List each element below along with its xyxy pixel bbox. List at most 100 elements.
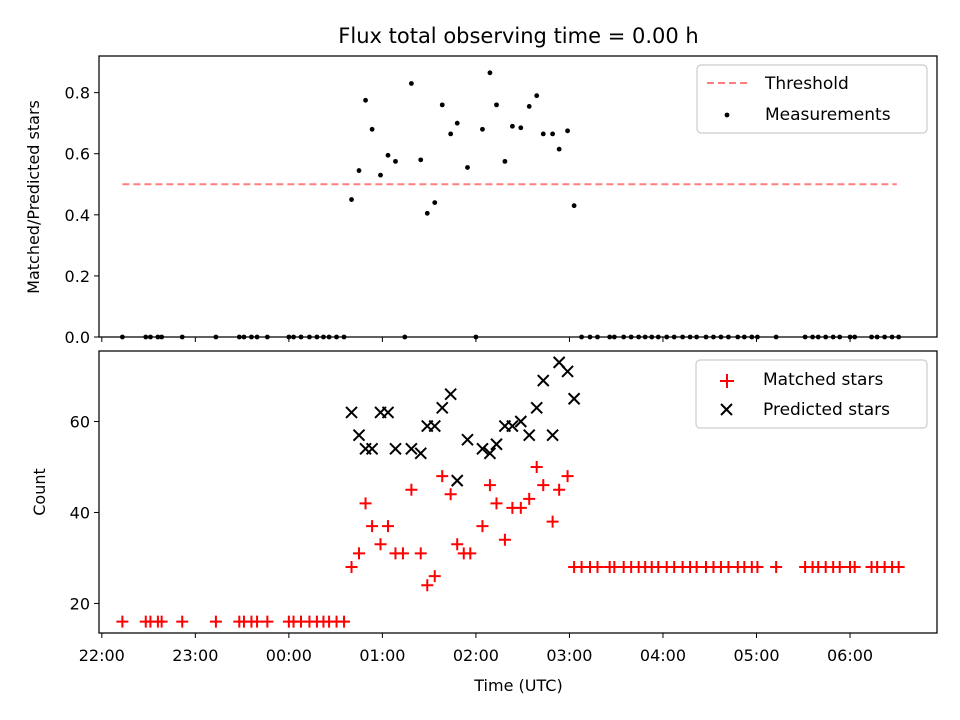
measurement-point <box>448 131 454 137</box>
matched-star-point <box>490 497 503 510</box>
matched-star-point <box>833 561 846 574</box>
matched-star-point <box>514 501 527 514</box>
matched-star-point <box>428 570 441 583</box>
bottom-y-tick-label: 60 <box>70 413 90 432</box>
matched-star-point <box>770 561 783 574</box>
predicted-star-point <box>514 415 528 428</box>
predicted-star-point <box>436 401 449 415</box>
predicted-star-point <box>523 428 536 442</box>
measurement-point <box>349 197 354 202</box>
measurement-point <box>487 70 493 76</box>
matched-star-point <box>405 483 418 496</box>
bottom-y-tick-label: 20 <box>70 594 90 613</box>
matched-star-point <box>345 561 358 574</box>
measurement-point <box>502 158 508 164</box>
measurement-point <box>418 157 424 163</box>
predicted-star-point <box>506 419 519 433</box>
measurement-point <box>465 165 470 170</box>
matched-star-point <box>751 561 764 574</box>
bottom-x-tick-label: 22:00 <box>79 646 125 665</box>
predicted-star-point <box>537 374 550 387</box>
legend-predicted-swatch <box>720 403 733 416</box>
predicted-star-point <box>444 388 457 401</box>
top-plot-area <box>119 70 902 340</box>
measurement-point <box>534 93 540 99</box>
top-y-axis: 0.0 0.2 0.4 0.6 0.8 <box>65 84 99 347</box>
matched-star-point <box>451 538 464 551</box>
measurement-point <box>526 103 532 109</box>
measurement-point <box>439 102 445 108</box>
predicted-star-point <box>483 447 497 460</box>
top-legend-box <box>696 64 928 134</box>
bottom-x-tick-label: 05:00 <box>733 646 779 665</box>
predicted-star-point <box>530 401 543 415</box>
legend-measurements-label: Measurements <box>765 105 891 125</box>
measurement-point <box>378 172 383 178</box>
measurement-point <box>480 126 485 132</box>
matched-star-point <box>464 547 477 560</box>
chart-title: Flux total observing time = 0.00 h <box>338 24 698 48</box>
measurement-point <box>393 158 398 164</box>
matched-star-point <box>421 579 434 592</box>
matched-star-point <box>483 479 496 492</box>
bottom-plot-area <box>116 356 905 628</box>
matched-star-point <box>523 492 536 505</box>
bottom-x-tick-label: 03:00 <box>546 646 592 665</box>
bottom-y-axis: 20 40 60 <box>70 413 99 613</box>
bottom-y-tick-label: 40 <box>70 503 90 522</box>
bottom-x-tick-label: 23:00 <box>172 646 218 665</box>
measurement-point <box>363 97 368 103</box>
predicted-star-point <box>428 419 441 433</box>
matched-star-point <box>476 520 489 533</box>
measurement-point <box>540 131 546 137</box>
measurement-point <box>454 120 460 126</box>
matched-star-point <box>553 483 566 496</box>
matched-star-point <box>848 561 861 574</box>
predicted-star-point <box>490 438 503 451</box>
measurement-point <box>494 102 499 108</box>
matched-star-point <box>261 615 274 628</box>
top-y-tick-label: 0.6 <box>65 145 90 164</box>
matched-star-point <box>530 460 543 473</box>
matched-star-point <box>116 615 129 628</box>
predicted-star-point <box>561 365 574 378</box>
bottom-x-axis: 22:00 23:00 00:00 01:00 02:00 03:00 04:00 05:00… <box>79 633 873 665</box>
matched-star-point <box>396 547 409 560</box>
predicted-star-point <box>381 406 395 419</box>
matched-star-point <box>366 520 379 533</box>
bottom-x-tick-label: 04:00 <box>640 646 686 665</box>
predicted-star-point <box>389 442 402 455</box>
predicted-star-point <box>546 428 559 442</box>
top-y-axis-label: Matched/Predicted stars <box>24 100 43 294</box>
matched-star-point <box>892 561 905 574</box>
predicted-star-point <box>567 392 581 405</box>
measurement-point <box>408 81 414 86</box>
matched-star-point <box>381 520 394 533</box>
matched-star-point <box>374 538 387 551</box>
predicted-star-point <box>345 406 358 419</box>
measurement-point <box>369 126 375 132</box>
matched-star-point <box>359 497 372 510</box>
x-axis-label: Time (UTC) <box>473 676 562 695</box>
measurement-point <box>550 131 556 137</box>
predicted-star-point <box>414 447 427 460</box>
matched-star-point <box>436 470 449 483</box>
matched-star-point <box>498 533 511 546</box>
matched-star-point <box>537 479 550 492</box>
legend-predicted-label: Predicted stars <box>763 400 890 420</box>
measurement-point <box>571 203 577 209</box>
top-y-tick-label: 0.0 <box>65 328 90 347</box>
measurement-point <box>509 123 515 129</box>
matched-star-point <box>209 615 222 628</box>
matched-star-point <box>353 547 366 560</box>
matched-star-point <box>338 615 351 628</box>
bottom-plot-frame <box>98 350 938 634</box>
bottom-x-tick-label: 00:00 <box>266 646 312 665</box>
top-panel: Flux total observing time = 0.00 h Match… <box>24 24 938 347</box>
predicted-star-point <box>365 442 379 455</box>
measurement-point <box>432 200 438 206</box>
bottom-legend-box <box>695 359 928 429</box>
matched-star-point <box>251 615 264 628</box>
top-plot-frame <box>98 55 938 338</box>
